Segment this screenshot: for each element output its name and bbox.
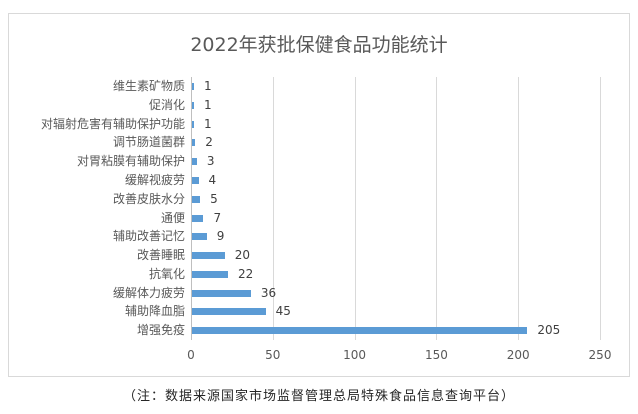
bar-row: 7 bbox=[191, 209, 600, 228]
x-tick-label: 150 bbox=[424, 348, 448, 362]
bar[interactable] bbox=[192, 252, 225, 260]
bar[interactable] bbox=[192, 195, 201, 203]
bar-row: 1 bbox=[191, 115, 600, 134]
bar[interactable] bbox=[192, 120, 194, 128]
data-label: 1 bbox=[204, 79, 212, 93]
bar[interactable] bbox=[192, 270, 228, 278]
x-tick-label: 0 bbox=[187, 348, 195, 362]
bar[interactable] bbox=[192, 327, 528, 335]
x-tick-label: 200 bbox=[506, 348, 530, 362]
bar[interactable] bbox=[192, 176, 199, 184]
category-label: 改善皮肤水分 bbox=[112, 191, 185, 206]
category-label: 维生素矿物质 bbox=[112, 79, 185, 93]
data-label: 205 bbox=[537, 323, 561, 338]
bar-row: 1 bbox=[191, 77, 600, 96]
data-label: 1 bbox=[204, 97, 212, 112]
bar-row: 5 bbox=[191, 190, 600, 209]
bar-row: 3 bbox=[191, 152, 600, 171]
category-label: 增强免疫 bbox=[136, 323, 185, 338]
bar[interactable] bbox=[192, 289, 251, 297]
gridline bbox=[436, 77, 438, 340]
x-tick-label: 100 bbox=[343, 348, 367, 362]
category-label: 调节肠道菌群 bbox=[112, 135, 185, 150]
source-footnote: （注：数据来源国家市场监督管理总局特殊食品信息查询平台） bbox=[122, 389, 515, 404]
data-label: 7 bbox=[213, 210, 222, 225]
bar-row: 9 bbox=[191, 227, 600, 246]
x-tick-label: 50 bbox=[265, 348, 281, 362]
gridline bbox=[600, 77, 601, 340]
plot-area: 1 1 1 2 3 4 5 7 9 20 22 36 45 205 bbox=[191, 77, 601, 340]
bar-row: 4 bbox=[191, 171, 600, 190]
data-label: 3 bbox=[206, 154, 215, 169]
category-label: 改善睡眠 bbox=[136, 248, 185, 263]
bar-row: 20 bbox=[191, 246, 600, 265]
bar[interactable] bbox=[192, 139, 196, 147]
data-label: 5 bbox=[210, 191, 218, 206]
chart-frame bbox=[8, 13, 630, 377]
bar-row: 2 bbox=[191, 133, 600, 152]
category-label: 缓解体力疲劳 bbox=[112, 285, 185, 300]
x-tick-label: 250 bbox=[588, 348, 612, 362]
bar[interactable] bbox=[192, 158, 197, 166]
data-label: 20 bbox=[234, 248, 250, 263]
data-label: 36 bbox=[260, 285, 277, 300]
bar[interactable] bbox=[192, 83, 194, 90]
data-label: 9 bbox=[216, 229, 225, 244]
bar[interactable] bbox=[192, 214, 204, 222]
data-label: 22 bbox=[237, 266, 254, 281]
bar[interactable] bbox=[192, 308, 266, 316]
category-label: 辅助降血脂 bbox=[124, 304, 185, 319]
bar-row: 45 bbox=[191, 302, 600, 321]
bar-row: 22 bbox=[191, 265, 600, 284]
category-label: 对辐射危害有辅助保护功能 bbox=[40, 116, 185, 131]
category-axis-line bbox=[191, 77, 192, 340]
bar-row: 36 bbox=[191, 284, 600, 303]
data-label: 4 bbox=[208, 172, 217, 187]
bar[interactable] bbox=[192, 101, 194, 109]
data-label: 1 bbox=[204, 116, 212, 131]
category-label: 对胃粘膜有辅助保护 bbox=[76, 154, 185, 169]
gridline bbox=[354, 77, 356, 340]
chart-title: 2022年获批保健食品功能统计 bbox=[190, 34, 448, 56]
bar-row: 1 bbox=[191, 96, 600, 115]
category-label: 通便 bbox=[160, 210, 185, 225]
category-label: 促消化 bbox=[148, 97, 185, 112]
category-label: 缓解视疲劳 bbox=[124, 172, 185, 187]
data-label: 2 bbox=[205, 135, 213, 150]
gridline bbox=[518, 77, 520, 340]
category-label: 抗氧化 bbox=[148, 266, 185, 281]
category-label: 辅助改善记忆 bbox=[112, 229, 185, 244]
data-label: 45 bbox=[275, 304, 291, 319]
bar[interactable] bbox=[192, 233, 207, 241]
bar-row: 205 bbox=[191, 321, 600, 340]
gridline bbox=[272, 77, 274, 340]
